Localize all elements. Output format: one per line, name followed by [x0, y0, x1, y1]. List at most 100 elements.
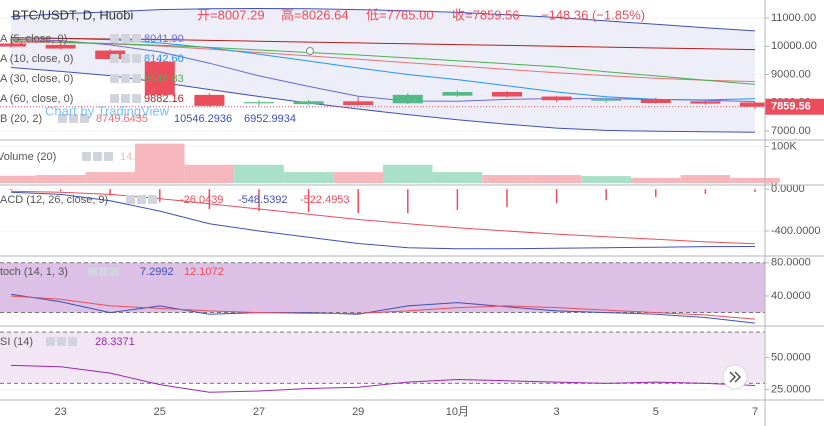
legend-value: 12.1072	[184, 266, 224, 278]
x-tick-label: 29	[352, 406, 364, 418]
x-tick-label: 23	[54, 406, 66, 418]
moving-average	[10, 40, 756, 85]
legend-icon	[88, 267, 97, 276]
y-tick-label: 9000.00	[771, 68, 811, 80]
volume-bar	[234, 164, 284, 183]
scroll-button[interactable]	[722, 364, 748, 390]
legend-value: 10546.2936	[174, 113, 232, 125]
legend-icon	[93, 152, 102, 161]
y-tick-label: 100K	[771, 140, 797, 152]
indicator-line	[10, 293, 756, 324]
candle-body	[0, 43, 26, 47]
bollinger-fill	[11, 8, 755, 133]
last-price-label: 7859.56	[771, 101, 811, 113]
legend-icon	[126, 195, 135, 204]
legend-value: 8041.90	[144, 33, 184, 45]
marker	[306, 47, 314, 55]
volume-bar	[333, 172, 383, 183]
legend-name: A (30, close, 0)	[0, 73, 73, 85]
candle-body	[293, 101, 324, 105]
y-tick-label: 80.0000	[771, 257, 811, 269]
volume-bar	[730, 177, 780, 183]
candle-body	[244, 102, 274, 104]
volume-bar	[85, 172, 135, 183]
legend-icon	[99, 267, 108, 276]
volume-bar	[0, 175, 36, 183]
legend-name: ACD (12, 26, close, 9)	[0, 194, 108, 206]
y-tick-label: 7000.00	[771, 125, 811, 137]
candle-body	[591, 99, 622, 101]
bollinger-basis	[10, 41, 756, 83]
legend-icon	[110, 267, 119, 276]
indicator-line	[10, 191, 756, 250]
legend-icon	[121, 74, 130, 83]
candle-body	[541, 96, 572, 101]
volume-bar	[283, 172, 334, 183]
legend-icon	[58, 114, 67, 123]
x-tick-label: 3	[554, 406, 560, 418]
volume-bar	[432, 172, 483, 183]
legend-value: 28.3371	[95, 336, 135, 348]
candle-body	[194, 94, 225, 106]
legend-name: Volume (20)	[0, 151, 56, 163]
legend-icon	[68, 337, 77, 346]
candle-body	[343, 101, 374, 105]
candle-body	[442, 92, 473, 96]
legend-icon	[82, 152, 91, 161]
y-tick-label: 11000.00	[771, 12, 816, 24]
legend-value: 8749.6435	[96, 113, 148, 125]
legend-icon	[110, 34, 119, 43]
x-tick-label: 27	[253, 406, 265, 418]
legend-icon	[148, 195, 157, 204]
y-tick-label: 40.0000	[771, 290, 811, 302]
legend-icon	[137, 195, 146, 204]
bollinger-upper	[10, 7, 756, 32]
legend-icon	[121, 94, 130, 103]
y-tick-label: 25.0000	[771, 384, 811, 396]
volume-bar	[531, 174, 582, 183]
header-low: 低=7765.00	[366, 7, 434, 22]
legend-icon	[132, 34, 141, 43]
legend-icon	[80, 114, 89, 123]
legend-value: -548.5392	[238, 194, 288, 206]
candle-body	[392, 94, 423, 104]
x-tick-label: 5	[653, 406, 659, 418]
legend-icon	[110, 54, 119, 63]
y-tick-label: 10000.00	[771, 40, 817, 52]
y-tick-label: 50.0000	[771, 352, 811, 364]
volume-bar	[135, 143, 185, 183]
scroll-icon[interactable]	[729, 371, 742, 383]
legend-icon	[110, 94, 119, 103]
legend-value: 9882.16	[144, 93, 184, 105]
legend-icon	[57, 337, 66, 346]
indicator-line	[10, 364, 756, 393]
legend-icon	[110, 74, 119, 83]
x-tick-label: 25	[154, 406, 166, 418]
legend-name: SI (14)	[0, 336, 33, 348]
legend-icon	[104, 152, 113, 161]
legend-name: B (20, 2)	[0, 113, 42, 125]
legend-icon	[46, 337, 55, 346]
header-high: 高=8026.64	[281, 7, 349, 22]
indicator-line	[10, 295, 756, 320]
volume-bar	[631, 177, 681, 183]
legend-icon	[132, 54, 141, 63]
legend-value: -26.0439	[180, 194, 223, 206]
legend-name: A (60, close, 0)	[0, 93, 73, 105]
volume-bar	[482, 174, 532, 183]
candle-body	[640, 99, 671, 104]
legend-icon	[69, 114, 78, 123]
candle-body	[690, 101, 721, 104]
volume-bar	[680, 174, 731, 183]
y-tick-label: 0.0000	[771, 183, 805, 195]
volume-bar	[383, 164, 433, 183]
legend-value: 8142.60	[144, 53, 184, 65]
volume-bar	[35, 174, 86, 183]
legend-value: 7.2992	[140, 266, 174, 278]
volume-bar	[184, 164, 235, 183]
legend-icon	[121, 34, 130, 43]
legend-icon	[132, 74, 141, 83]
chart-title: BTC/USDT, D, Huobi	[12, 7, 133, 22]
